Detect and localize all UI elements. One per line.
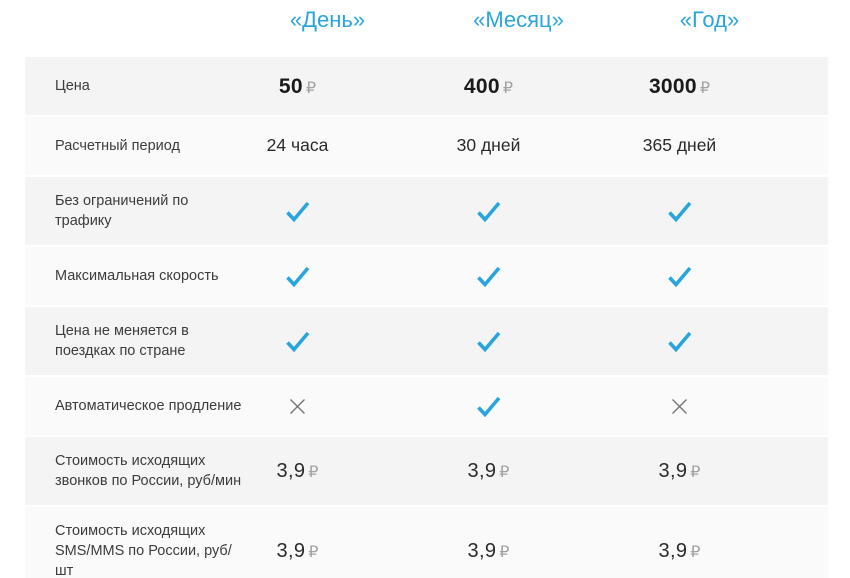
ruble-sign: ₽ bbox=[308, 544, 319, 561]
feature-included-cell bbox=[393, 396, 584, 417]
amount-value: 400 bbox=[463, 74, 500, 98]
feature-excluded-cell bbox=[584, 398, 775, 415]
table-row: Цена не меняется в поездках по стране bbox=[25, 307, 828, 375]
rate-cell: 3,9 ₽ bbox=[393, 461, 584, 481]
check-icon bbox=[477, 266, 501, 287]
price-cell: 400 ₽ bbox=[393, 76, 584, 97]
amount-value: 3,9 bbox=[467, 540, 497, 562]
period-value: 24 часа bbox=[266, 135, 329, 155]
table-row: Цена 50 ₽400 ₽3000 ₽ bbox=[25, 57, 828, 115]
amount-value: 3,9 bbox=[658, 540, 688, 562]
amount-value: 3,9 bbox=[276, 460, 306, 482]
row-label: Цена не меняется в поездках по стране bbox=[55, 323, 189, 359]
row-label: Стоимость исходящих звонков по России, р… bbox=[55, 453, 242, 489]
check-icon bbox=[668, 266, 692, 287]
column-header-year[interactable]: «Год» bbox=[679, 7, 740, 32]
check-icon bbox=[286, 331, 310, 352]
column-header-month[interactable]: «Месяц» bbox=[473, 7, 564, 32]
row-label: Стоимость исходящих SMS/MMS по России, р… bbox=[55, 523, 232, 578]
feature-included-cell bbox=[202, 266, 393, 287]
ruble-sign: ₽ bbox=[502, 79, 514, 97]
table-row: Стоимость исходящих SMS/MMS по России, р… bbox=[25, 507, 828, 578]
feature-included-cell bbox=[393, 266, 584, 287]
feature-included-cell bbox=[202, 201, 393, 222]
row-label: Автоматическое продление bbox=[55, 398, 242, 414]
row-label: Цена bbox=[55, 78, 90, 94]
header-spacer bbox=[25, 7, 232, 57]
table-row: Без ограничений по трафику bbox=[25, 177, 828, 245]
ruble-sign: ₽ bbox=[308, 464, 319, 481]
column-header-day[interactable]: «День» bbox=[289, 7, 366, 32]
ruble-sign: ₽ bbox=[499, 464, 510, 481]
amount-value: 50 bbox=[278, 74, 303, 98]
feature-included-cell bbox=[584, 201, 775, 222]
table-body: Цена 50 ₽400 ₽3000 ₽ Расчетный период 24 часа 3… bbox=[25, 57, 828, 578]
feature-included-cell bbox=[393, 331, 584, 352]
cross-icon bbox=[672, 398, 687, 414]
feature-included-cell bbox=[202, 331, 393, 352]
tariff-comparison-table: «День» «Месяц» «Год» Цена 50 ₽400 ₽3000 ₽ Рас… bbox=[25, 0, 828, 578]
ruble-sign: ₽ bbox=[699, 79, 711, 97]
ruble-sign: ₽ bbox=[499, 544, 510, 561]
rate-cell: 3,9 ₽ bbox=[393, 541, 584, 561]
cross-icon bbox=[290, 398, 305, 414]
text-value-cell: 30 дней bbox=[393, 135, 584, 155]
rate-cell: 3,9 ₽ bbox=[202, 461, 393, 481]
row-label: Максимальная скорость bbox=[55, 268, 219, 284]
feature-included-cell bbox=[584, 331, 775, 352]
price-cell: 50 ₽ bbox=[202, 76, 393, 97]
feature-included-cell bbox=[584, 266, 775, 287]
amount-value: 3,9 bbox=[467, 460, 497, 482]
table-row: Расчетный период 24 часа 30 дней 365 дней bbox=[25, 117, 828, 175]
rate-cell: 3,9 ₽ bbox=[584, 461, 775, 481]
row-label: Расчетный период bbox=[55, 138, 180, 154]
check-icon bbox=[477, 396, 501, 417]
check-icon bbox=[668, 331, 692, 352]
check-icon bbox=[477, 201, 501, 222]
check-icon bbox=[477, 331, 501, 352]
text-value-cell: 365 дней bbox=[584, 135, 775, 155]
check-icon bbox=[286, 266, 310, 287]
amount-value: 3,9 bbox=[276, 540, 306, 562]
period-value: 365 дней bbox=[642, 135, 717, 155]
table-header: «День» «Месяц» «Год» bbox=[25, 0, 828, 57]
table-row: Максимальная скорость bbox=[25, 247, 828, 305]
amount-value: 3000 bbox=[648, 74, 697, 98]
rate-cell: 3,9 ₽ bbox=[584, 541, 775, 561]
feature-included-cell bbox=[393, 201, 584, 222]
price-cell: 3000 ₽ bbox=[584, 76, 775, 97]
row-label: Без ограничений по трафику bbox=[55, 193, 189, 229]
feature-excluded-cell bbox=[202, 398, 393, 415]
ruble-sign: ₽ bbox=[690, 464, 701, 481]
check-icon bbox=[286, 201, 310, 222]
amount-value: 3,9 bbox=[658, 460, 688, 482]
text-value-cell: 24 часа bbox=[202, 135, 393, 155]
ruble-sign: ₽ bbox=[305, 79, 317, 97]
rate-cell: 3,9 ₽ bbox=[202, 541, 393, 561]
table-row: Стоимость исходящих звонков по России, р… bbox=[25, 437, 828, 505]
ruble-sign: ₽ bbox=[690, 544, 701, 561]
table-row: Автоматическое продление bbox=[25, 377, 828, 435]
check-icon bbox=[668, 201, 692, 222]
period-value: 30 дней bbox=[456, 135, 521, 155]
